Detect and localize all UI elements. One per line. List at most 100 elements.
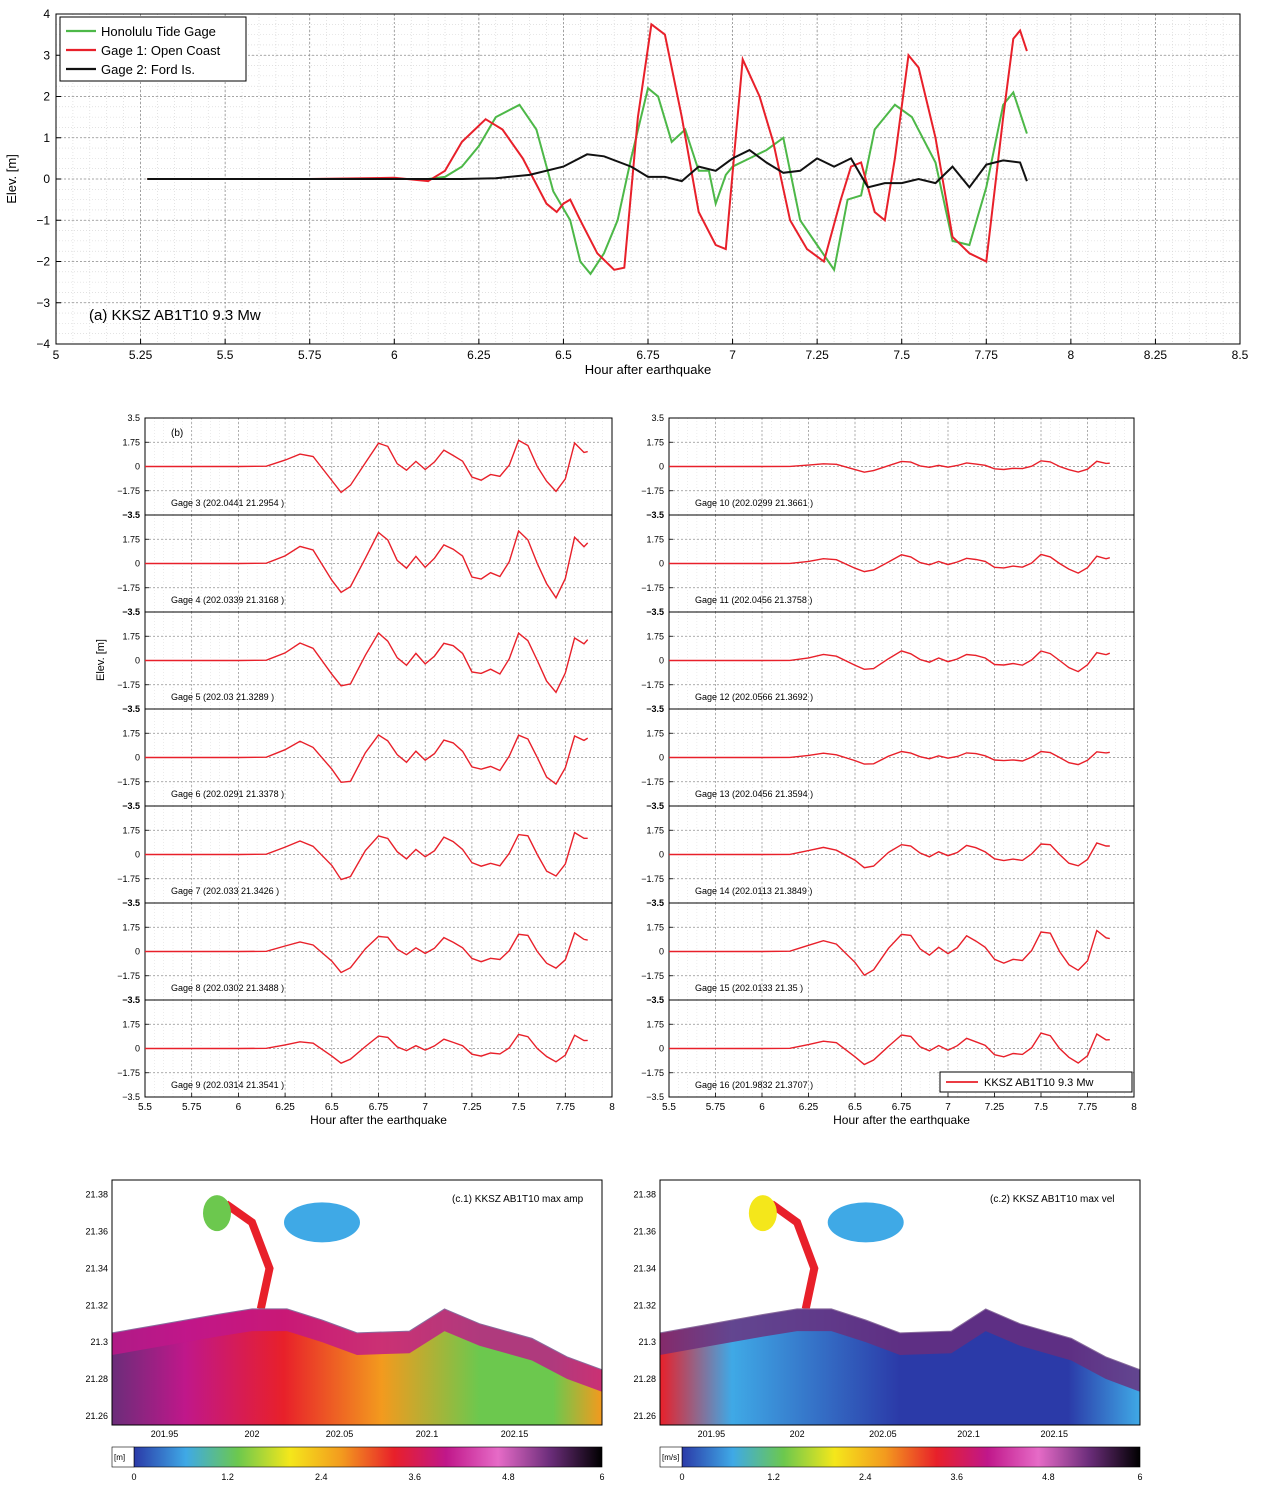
gage-label: Gage 8 (202.0302 21.3488 ) xyxy=(171,983,284,993)
y-tick-label: −3.5 xyxy=(122,898,140,908)
subplot: 1.75 0 −1.75 −3.5 Gage 6 (202.0291 21.3378 ) xyxy=(117,708,613,811)
y-tick-label: 1.75 xyxy=(122,534,140,544)
x-tick-label: 5.75 xyxy=(182,1102,202,1113)
gage-label: Gage 10 (202.0299 21.3661 ) xyxy=(695,498,813,508)
y-tick-label: −1.75 xyxy=(117,874,140,884)
subplot: 3.5 1.75 0 −1.75 −3.5 Gage 3 (202.0441 21.295… xyxy=(117,413,613,520)
y-tick-label: −3.5 xyxy=(646,1092,664,1102)
series-line-2 xyxy=(147,148,1028,189)
x-tick-label: 6.5 xyxy=(325,1102,339,1113)
y-tick-label: 0 xyxy=(135,656,140,666)
x-tick-label: 5.5 xyxy=(138,1102,152,1113)
x-tick-label: 7.25 xyxy=(462,1102,482,1113)
coastline xyxy=(111,1308,603,1371)
panel-b-annotation: (b) xyxy=(171,428,183,439)
coastline xyxy=(659,1308,1141,1371)
y-tick-label: −3.5 xyxy=(122,995,140,1005)
y-tick-label: −3 xyxy=(36,296,50,310)
x-tick-label: 6.5 xyxy=(555,348,572,362)
x-tick-label: 202.05 xyxy=(326,1429,354,1439)
x-tick-label: 6.25 xyxy=(799,1102,819,1113)
y-tick-label: 0 xyxy=(659,462,664,472)
gage-series-line xyxy=(669,929,1110,977)
gage-label: Gage 7 (202.033 21.3426 ) xyxy=(171,886,279,896)
y-tick-label: 4 xyxy=(43,7,50,21)
colorbar-unit: [m/s] xyxy=(662,1453,679,1462)
legend-box xyxy=(939,1071,1133,1093)
gage-label: Gage 12 (202.0566 21.3692 ) xyxy=(695,692,813,702)
x-tick-label: 6.5 xyxy=(848,1102,862,1113)
y-tick-label: −3.5 xyxy=(122,510,140,520)
x-tick-label: 7.75 xyxy=(556,1102,576,1113)
y-tick-label: 0 xyxy=(135,947,140,957)
y-tick-label: 1.75 xyxy=(646,631,664,641)
y-tick-label: 21.32 xyxy=(85,1300,108,1310)
gage-series-line xyxy=(669,1032,1110,1066)
x-axis-label: Hour after the earthquake xyxy=(833,1113,970,1127)
colorbar xyxy=(133,1446,603,1468)
y-tick-label: 0 xyxy=(43,172,50,186)
gage-label: Gage 15 (202.0133 21.35 ) xyxy=(695,983,803,993)
legend-entry-2: Gage 2: Ford Is. xyxy=(101,62,195,77)
x-tick-label: 202.15 xyxy=(501,1429,529,1439)
gage-series-line xyxy=(669,842,1110,869)
gage-series-line xyxy=(145,631,589,694)
y-tick-label: −1.75 xyxy=(117,680,140,690)
y-tick-label: −1.75 xyxy=(641,486,664,496)
subplot: 1.75 0 −1.75 −3.5 Gage 14 (202.0113 21.3849 … xyxy=(641,805,1135,908)
colorbar-tick-label: 0 xyxy=(131,1472,136,1482)
gage-label: Gage 3 (202.0441 21.2954 ) xyxy=(171,498,284,508)
subplot: 1.75 0 −1.75 −3.5 Gage 15 (202.0133 21.35 ) xyxy=(641,902,1135,1005)
panel-c-1: (c.1) KKSZ AB1T10 max amp21.3821.3621.34… xyxy=(85,1179,605,1482)
harbor-loch xyxy=(827,1202,904,1243)
x-tick-label: 202.1 xyxy=(957,1429,980,1439)
y-tick-label: 0 xyxy=(659,850,664,860)
x-tick-label: 202 xyxy=(244,1429,259,1439)
x-tick-label: 6.75 xyxy=(636,348,660,362)
harbor-loch xyxy=(284,1202,360,1243)
subplot: 1.75 0 −1.75 −3.5 Gage 16 (201.9832 21.3707 … xyxy=(641,999,1135,1102)
x-tick-label: 5.5 xyxy=(217,348,234,362)
panel-c-2: (c.2) KKSZ AB1T10 max vel21.3821.3621.34… xyxy=(633,1179,1143,1482)
x-tick-label: 7.5 xyxy=(1034,1102,1048,1113)
y-tick-label: 0 xyxy=(135,559,140,569)
panel-a-annotation: (a) KKSZ AB1T10 9.3 Mw xyxy=(89,307,261,324)
y-tick-label: 3.5 xyxy=(651,413,664,423)
y-tick-label: 1 xyxy=(43,131,50,145)
y-tick-label: −1.75 xyxy=(117,971,140,981)
gage-series-line xyxy=(669,650,1111,673)
y-tick-label: 0 xyxy=(659,1044,664,1054)
gage-series-line xyxy=(145,831,588,881)
x-tick-label: 201.95 xyxy=(151,1429,179,1439)
x-tick-label: 8.5 xyxy=(1232,348,1249,362)
y-tick-label: −1.75 xyxy=(641,874,664,884)
gage-label: Gage 16 (201.9832 21.3707 ) xyxy=(695,1080,813,1090)
subplot: 1.75 0 −1.75 −3.5 Gage 13 (202.0456 21.3594 … xyxy=(641,708,1135,811)
x-tick-label: 8 xyxy=(1131,1102,1137,1113)
x-tick-label: 8 xyxy=(1068,348,1075,362)
gage-series-line xyxy=(145,734,589,786)
subplot: 1.75 0 −1.75 −3.5 Gage 7 (202.033 21.3426 ) xyxy=(117,805,613,908)
y-tick-label: 21.26 xyxy=(85,1411,108,1421)
y-tick-label: 21.38 xyxy=(633,1190,656,1200)
y-tick-label: 21.34 xyxy=(85,1263,108,1273)
colorbar-tick-label: 1.2 xyxy=(221,1472,234,1482)
gage-label: Gage 4 (202.0339 21.3168 ) xyxy=(171,595,284,605)
colorbar-tick-label: 2.4 xyxy=(315,1472,328,1482)
coastal-band xyxy=(660,1308,1140,1392)
x-tick-label: 201.95 xyxy=(698,1429,726,1439)
subplot: 1.75 0 −1.75 −3.5 Gage 5 (202.03 21.3289 ) xyxy=(117,611,613,714)
colorbar-tick-label: 1.2 xyxy=(767,1472,780,1482)
y-tick-label: 21.38 xyxy=(85,1190,108,1200)
x-tick-label: 6.75 xyxy=(369,1102,389,1113)
y-tick-label: 1.75 xyxy=(122,1019,140,1029)
y-tick-label: 0 xyxy=(135,850,140,860)
y-tick-label: 0 xyxy=(135,1044,140,1054)
colorbar-tick-label: 3.6 xyxy=(951,1472,964,1482)
y-tick-label: −3.5 xyxy=(122,801,140,811)
y-tick-label: 1.75 xyxy=(122,825,140,835)
x-tick-label: 6 xyxy=(236,1102,242,1113)
map-frame xyxy=(659,1179,1141,1426)
y-tick-label: −3.5 xyxy=(646,607,664,617)
